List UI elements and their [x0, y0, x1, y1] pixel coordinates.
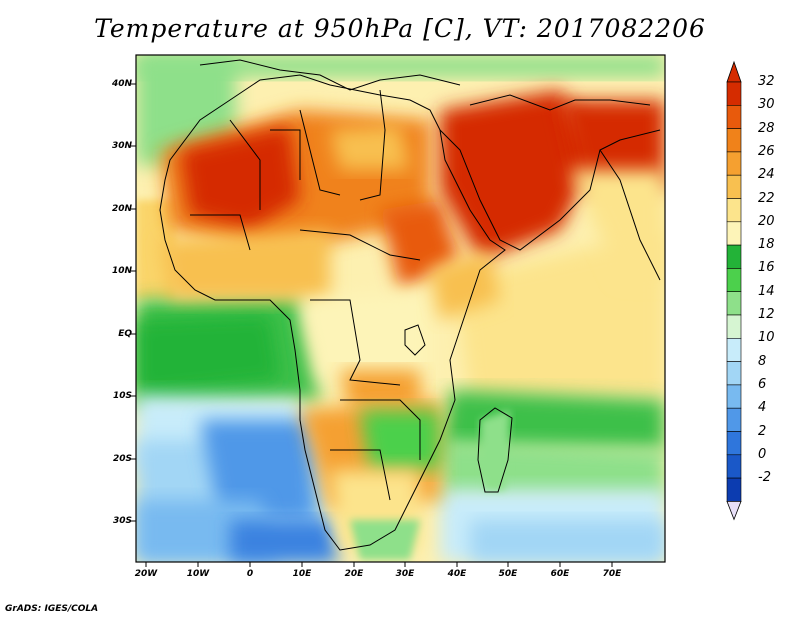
- temperature-field: [136, 55, 665, 562]
- colorbar-label: 30: [758, 97, 775, 113]
- colorbar-label: 12: [758, 307, 775, 322]
- lon-label: 70E: [602, 569, 622, 579]
- colorbar-label: 14: [758, 283, 775, 299]
- colorbar-swatch: [726, 431, 742, 456]
- lon-label: 30E: [395, 569, 415, 579]
- colorbar-swatch: [726, 81, 742, 106]
- colorbar-swatch: [726, 477, 742, 502]
- lat-label: 30S: [112, 516, 132, 526]
- colorbar-swatch: [726, 198, 742, 223]
- lon-label: 50E: [498, 569, 518, 579]
- colorbar-label: 10: [758, 330, 775, 346]
- lon-label: 20E: [344, 569, 364, 579]
- colorbar-label: 0: [758, 446, 767, 462]
- colorbar-label: -2: [758, 470, 771, 486]
- credit-text: GrADS: IGES/COLA: [5, 604, 99, 614]
- colorbar-swatch: [726, 105, 742, 129]
- tick-marks: [131, 83, 613, 567]
- lat-label: 20S: [112, 454, 132, 464]
- colorbar: [726, 60, 742, 521]
- colorbar-swatch: [726, 268, 742, 292]
- lon-label: 60E: [550, 569, 570, 579]
- lat-label: 10N: [111, 266, 132, 276]
- colorbar-top-arrow: [726, 60, 742, 83]
- map-frame: [135, 54, 666, 563]
- colorbar-swatch: [726, 454, 742, 479]
- lon-label: 10W: [186, 569, 210, 579]
- colorbar-swatch: [726, 314, 742, 339]
- lon-label: 20W: [134, 569, 158, 579]
- lon-label: 10E: [292, 569, 312, 579]
- colorbar-swatch: [726, 128, 742, 153]
- lat-label: 40N: [111, 79, 132, 89]
- colorbar-swatch: [726, 337, 742, 362]
- colorbar-swatch: [726, 221, 742, 246]
- lat-label: EQ: [118, 329, 132, 339]
- colorbar-label: 26: [758, 143, 775, 159]
- lat-label: 20N: [111, 204, 132, 214]
- lon-label: 0: [246, 569, 254, 579]
- colorbar-swatch: [726, 244, 742, 269]
- colorbar-label: 16: [758, 260, 775, 276]
- colorbar-swatch: [726, 407, 742, 432]
- colorbar-swatch: [726, 174, 742, 199]
- map-title: Temperature at 950hPa [C], VT: 201708220…: [94, 14, 706, 43]
- colorbar-swatch: [726, 291, 742, 316]
- colorbar-label: 8: [758, 353, 767, 369]
- colorbar-label: 2: [758, 423, 767, 439]
- colorbar-label: 28: [758, 120, 775, 136]
- colorbar-label: 22: [758, 190, 775, 206]
- coastlines: [159, 59, 661, 551]
- colorbar-bottom-arrow: [726, 500, 742, 521]
- colorbar-label: 20: [758, 213, 775, 229]
- colorbar-label: 4: [758, 400, 767, 416]
- colorbar-swatch: [726, 151, 742, 176]
- colorbar-label: 6: [758, 376, 767, 392]
- colorbar-label: 32: [758, 74, 775, 89]
- colorbar-label: 18: [758, 237, 775, 253]
- colorbar-swatch: [726, 361, 742, 386]
- lon-label: 40E: [447, 569, 467, 579]
- colorbar-label: 24: [758, 167, 775, 183]
- colorbar-swatch: [726, 384, 742, 409]
- lat-label: 30N: [111, 141, 132, 151]
- lat-label: 10S: [112, 391, 132, 401]
